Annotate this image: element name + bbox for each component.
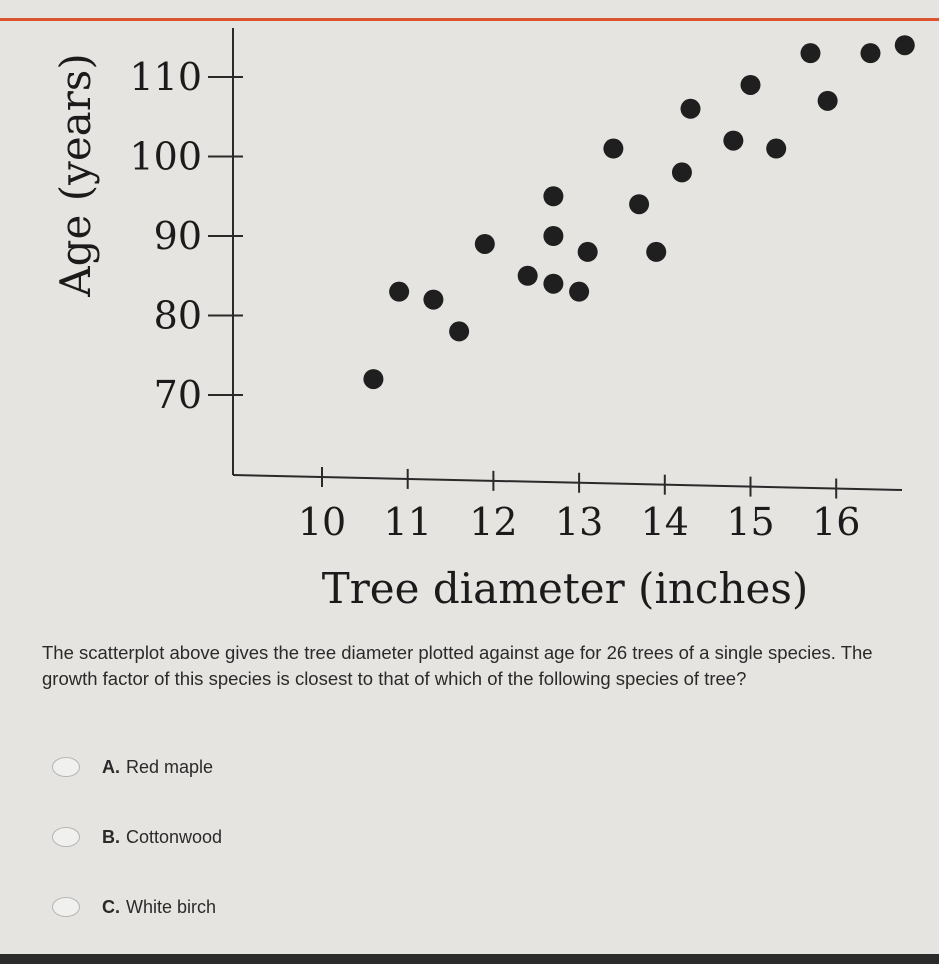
y-axis-title: Age (years) <box>51 53 100 297</box>
answer-choices: A. Red maple B. Cottonwood C. White birc… <box>52 752 222 962</box>
choice-label: Red maple <box>126 756 214 777</box>
x-tick-label: 11 <box>384 500 432 544</box>
data-point <box>449 321 470 342</box>
data-point <box>629 194 650 215</box>
question-text: The scatterplot above gives the tree dia… <box>42 642 873 689</box>
choice-c[interactable]: C. White birch <box>52 892 222 922</box>
x-tick-label: 14 <box>641 500 689 544</box>
data-point <box>817 90 838 111</box>
x-tick-label: 15 <box>726 500 774 544</box>
y-tick-label: 90 <box>154 214 202 258</box>
radio-button[interactable] <box>52 897 80 917</box>
bottom-strip <box>0 954 939 964</box>
x-tick-label: 16 <box>812 500 860 544</box>
x-tick-label: 13 <box>555 500 603 544</box>
data-point <box>474 233 495 254</box>
choice-letter: A. <box>102 756 120 777</box>
data-point <box>543 273 564 294</box>
choice-letter: B. <box>102 826 120 847</box>
y-tick-label: 100 <box>129 135 202 179</box>
data-point <box>577 241 598 262</box>
x-tick-label: 10 <box>298 500 346 544</box>
choice-a[interactable]: A. Red maple <box>52 752 222 782</box>
x-axis-title: Tree diameter (inches) <box>322 564 809 613</box>
data-point <box>603 138 624 159</box>
data-point <box>740 74 761 95</box>
x-axis-line <box>232 474 903 491</box>
data-point <box>389 281 410 302</box>
choice-label: White birch <box>126 896 217 917</box>
data-point <box>646 241 667 262</box>
data-point <box>894 35 915 56</box>
choice-b[interactable]: B. Cottonwood <box>52 822 222 852</box>
data-point <box>766 138 787 159</box>
y-tick-label: 70 <box>154 373 202 417</box>
data-point <box>671 162 692 183</box>
data-point <box>363 369 384 390</box>
data-point <box>543 186 564 207</box>
data-point <box>723 130 744 151</box>
data-point <box>543 226 564 246</box>
data-point <box>860 43 881 64</box>
y-tick-label: 110 <box>129 55 202 99</box>
data-point <box>680 98 701 119</box>
data-point <box>800 43 821 64</box>
top-rule <box>0 18 939 21</box>
y-tick-label: 80 <box>154 294 202 338</box>
data-point <box>569 281 590 302</box>
radio-button[interactable] <box>52 757 80 777</box>
x-tick-label: 12 <box>469 500 517 544</box>
data-point <box>517 265 538 286</box>
radio-button[interactable] <box>52 827 80 847</box>
data-point <box>423 289 444 310</box>
choice-letter: C. <box>102 896 120 917</box>
scatter-chart: 10 11 12 13 14 15 16 70 80 90 100 110 Tree diamete… <box>51 28 915 613</box>
choice-label: Cottonwood <box>126 826 223 847</box>
